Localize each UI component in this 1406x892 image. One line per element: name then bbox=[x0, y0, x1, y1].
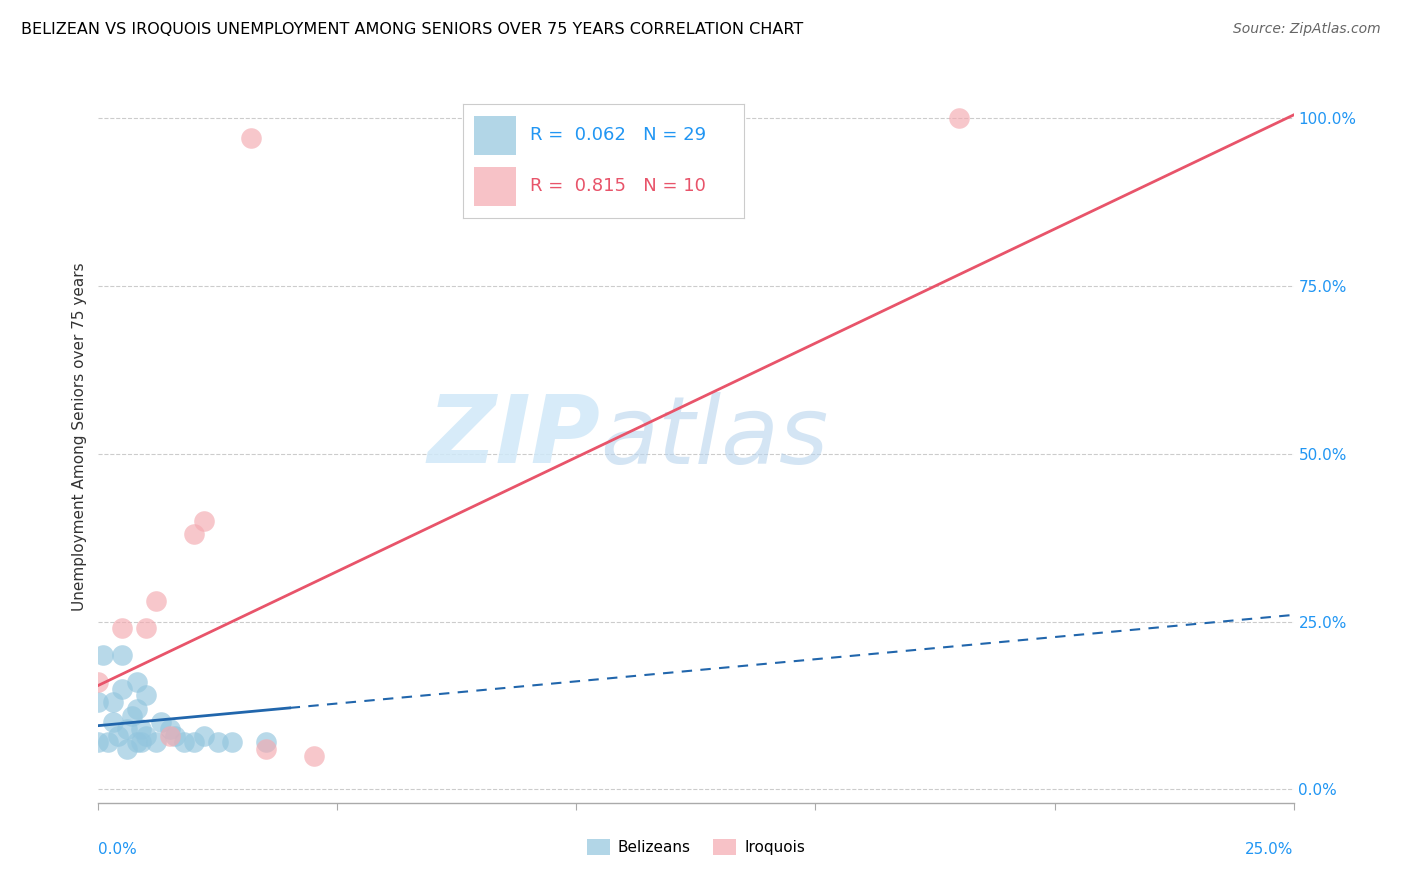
Point bbox=[121, 708, 143, 723]
Point bbox=[131, 722, 153, 736]
Point bbox=[115, 722, 138, 736]
Point bbox=[135, 729, 157, 743]
Point bbox=[163, 729, 186, 743]
Point bbox=[125, 735, 148, 749]
Text: ZIP: ZIP bbox=[427, 391, 600, 483]
Point bbox=[159, 722, 181, 736]
Text: 0.0%: 0.0% bbox=[98, 842, 138, 856]
Text: BELIZEAN VS IROQUOIS UNEMPLOYMENT AMONG SENIORS OVER 75 YEARS CORRELATION CHART: BELIZEAN VS IROQUOIS UNEMPLOYMENT AMONG … bbox=[21, 22, 803, 37]
Point bbox=[135, 621, 157, 635]
Point bbox=[193, 729, 215, 743]
Text: Source: ZipAtlas.com: Source: ZipAtlas.com bbox=[1233, 22, 1381, 37]
Point bbox=[97, 735, 120, 749]
Point bbox=[111, 621, 134, 635]
Point bbox=[221, 735, 243, 749]
Point bbox=[302, 748, 325, 763]
Point bbox=[115, 742, 138, 756]
Text: atlas: atlas bbox=[600, 392, 828, 483]
Point bbox=[254, 735, 277, 749]
Point bbox=[159, 729, 181, 743]
Point bbox=[101, 715, 124, 730]
Point bbox=[107, 729, 129, 743]
Point bbox=[149, 715, 172, 730]
Y-axis label: Unemployment Among Seniors over 75 years: Unemployment Among Seniors over 75 years bbox=[72, 263, 87, 611]
Point bbox=[254, 742, 277, 756]
Point bbox=[111, 648, 134, 662]
Point bbox=[125, 702, 148, 716]
Point bbox=[87, 675, 110, 690]
Point bbox=[145, 594, 167, 608]
Point bbox=[948, 112, 970, 126]
Text: 25.0%: 25.0% bbox=[1246, 842, 1294, 856]
Point bbox=[240, 131, 263, 145]
Point bbox=[131, 735, 153, 749]
Point bbox=[145, 735, 167, 749]
Point bbox=[193, 514, 215, 528]
Point bbox=[183, 527, 205, 541]
Point bbox=[111, 681, 134, 696]
Point bbox=[101, 695, 124, 709]
Point bbox=[135, 689, 157, 703]
Legend: Belizeans, Iroquois: Belizeans, Iroquois bbox=[581, 833, 811, 861]
Point bbox=[125, 675, 148, 690]
Point bbox=[91, 648, 114, 662]
Point bbox=[173, 735, 195, 749]
Point bbox=[87, 735, 110, 749]
Point bbox=[183, 735, 205, 749]
Point bbox=[207, 735, 229, 749]
Point bbox=[87, 695, 110, 709]
